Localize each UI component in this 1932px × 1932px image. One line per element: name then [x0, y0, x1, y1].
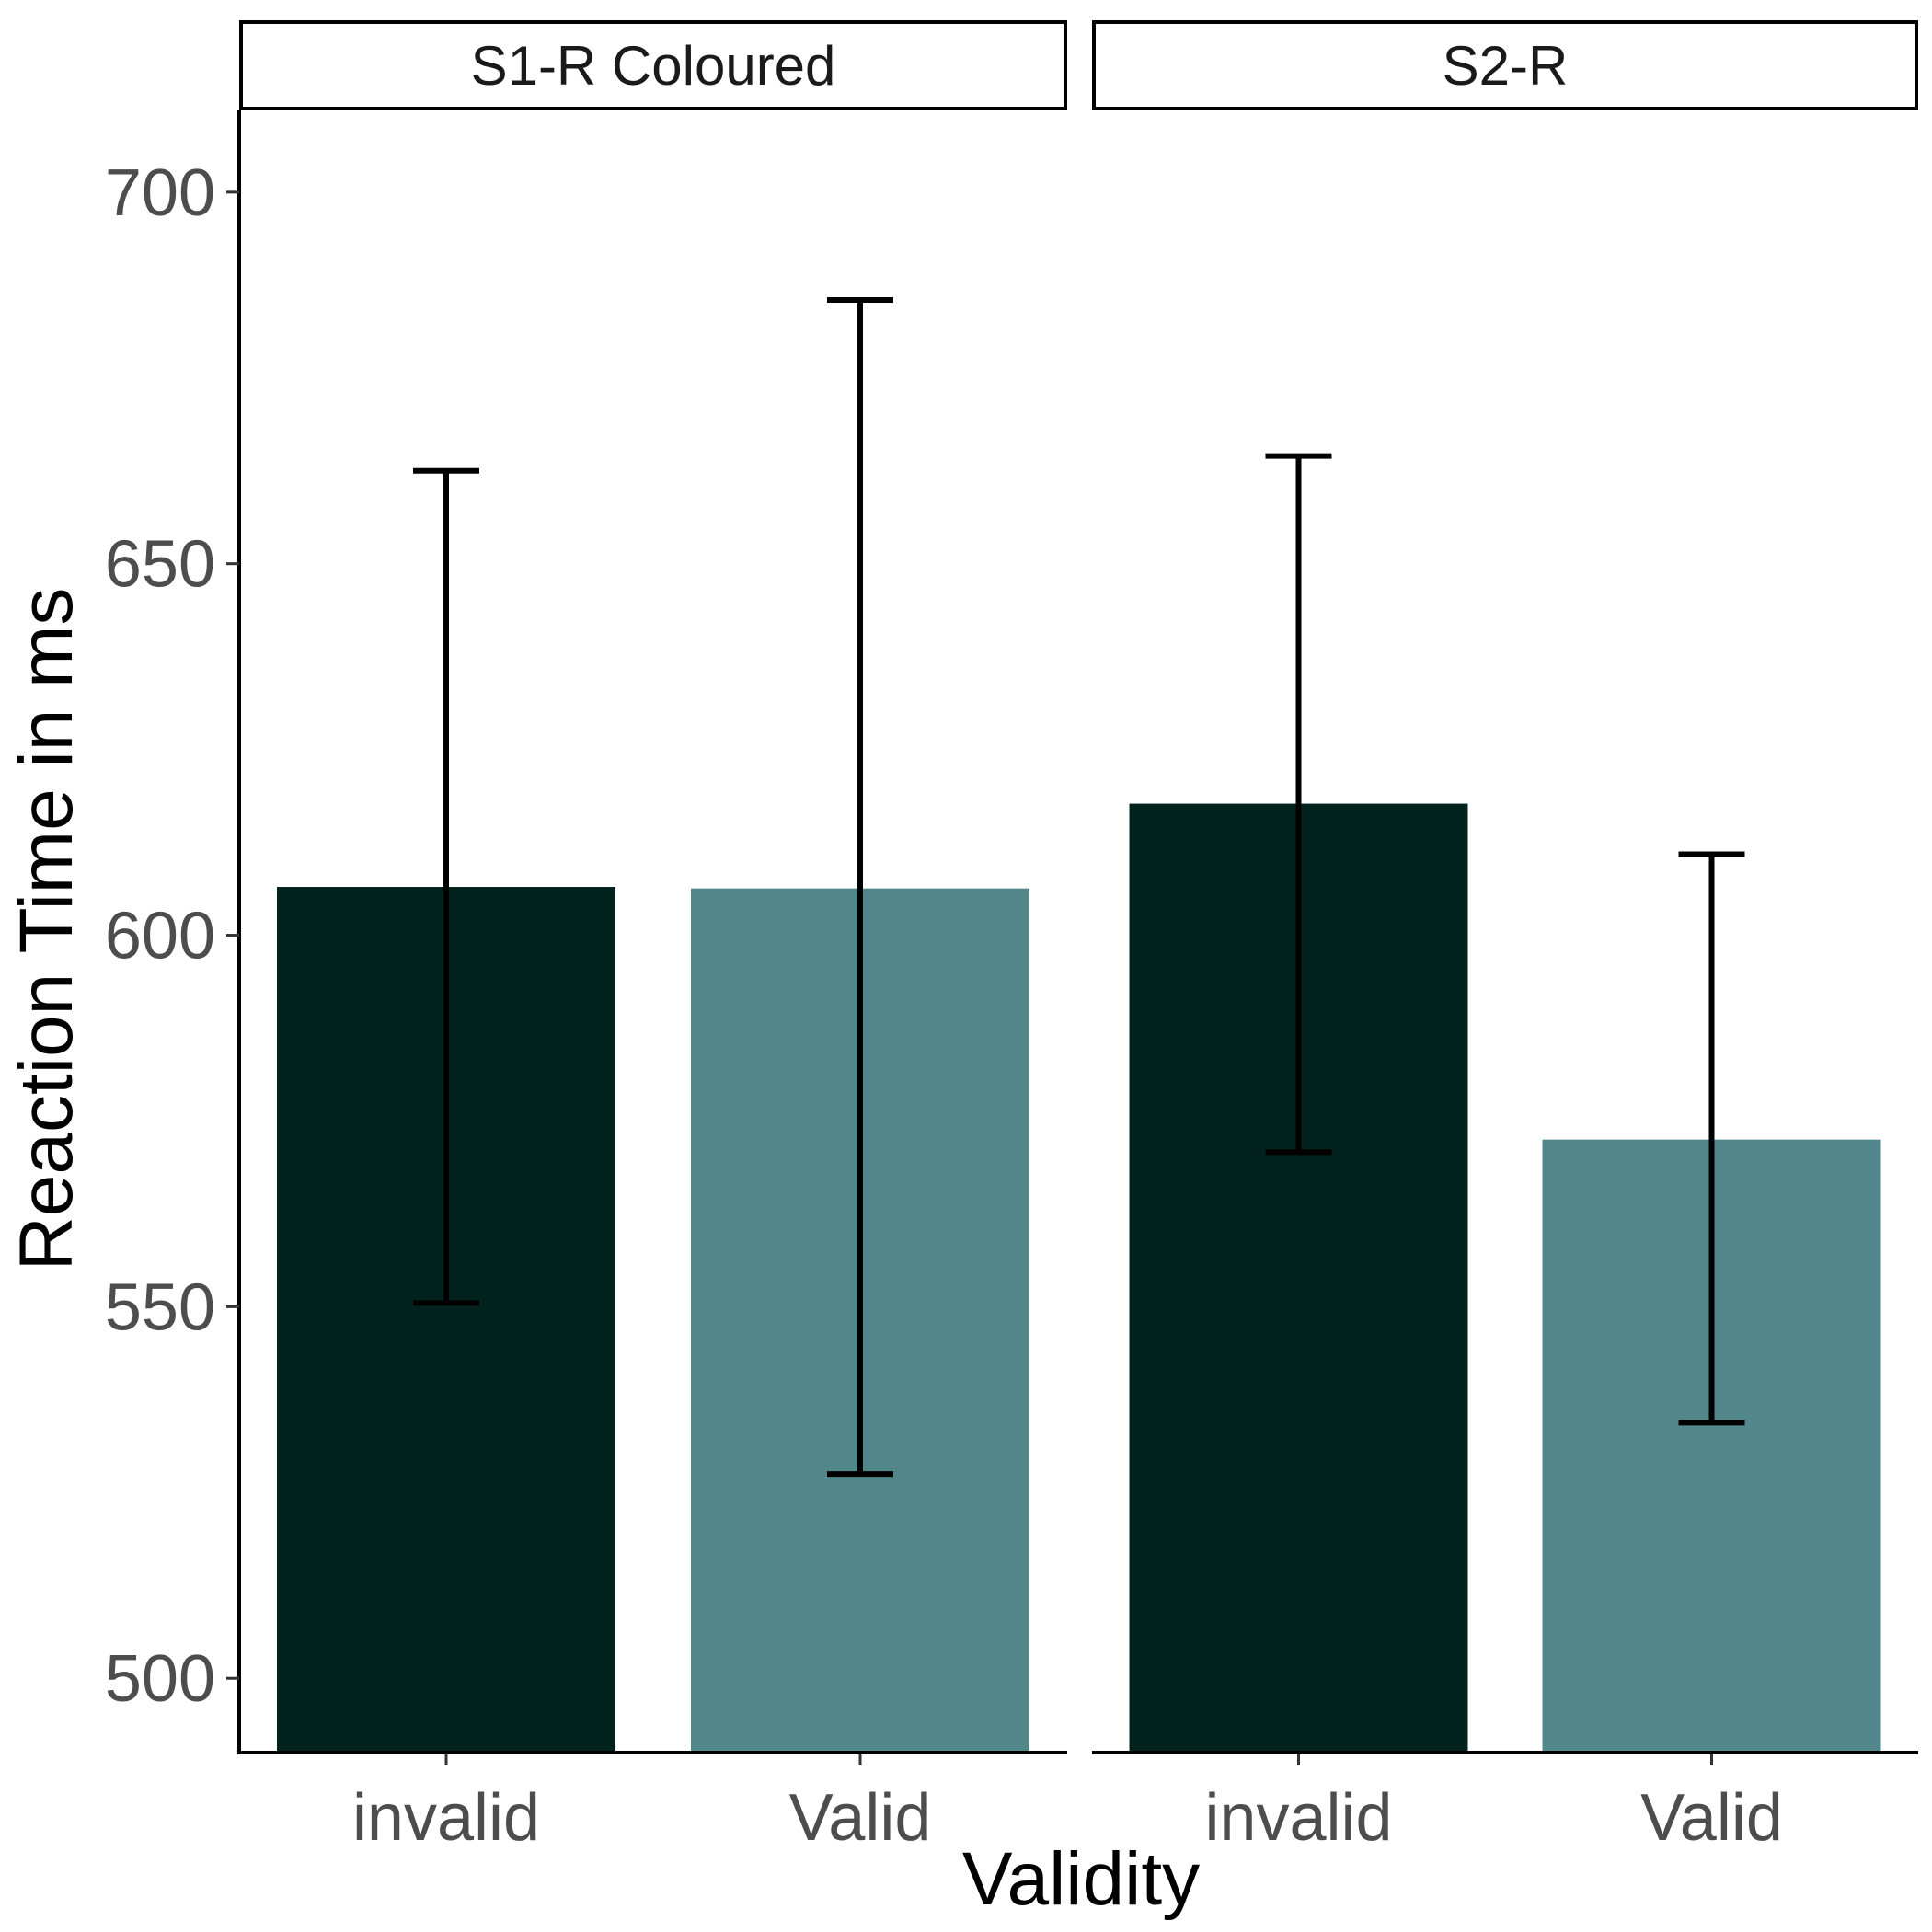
error-bar	[1265, 453, 1332, 1156]
x-tick-label: Valid	[1640, 1781, 1783, 1855]
y-tick-label: 600	[105, 900, 215, 973]
panel-2: S2-R invalid Valid	[1092, 20, 1918, 1855]
y-tick-label: 700	[105, 156, 215, 230]
error-bar	[1678, 851, 1745, 1426]
strip-header-box	[1092, 20, 1918, 110]
error-bar	[827, 296, 893, 1478]
x-tick-label: invalid	[352, 1781, 540, 1855]
y-tick-label: 500	[105, 1642, 215, 1716]
x-tick-label: Valid	[789, 1781, 932, 1855]
y-tick-label: 650	[105, 528, 215, 602]
panel-1: S1-R Coloured invalid Valid	[239, 20, 1067, 1855]
x-axis-title: Validity	[962, 1837, 1200, 1921]
strip-label: S1-R Coloured	[471, 35, 836, 97]
strip-header-box	[239, 20, 1067, 110]
strip-label: S2-R	[1443, 35, 1569, 97]
x-tick-label: invalid	[1204, 1781, 1392, 1855]
y-axis-title: Reaction Time in ms	[5, 588, 88, 1271]
y-tick-label: 550	[105, 1271, 215, 1344]
error-bar	[413, 467, 479, 1306]
